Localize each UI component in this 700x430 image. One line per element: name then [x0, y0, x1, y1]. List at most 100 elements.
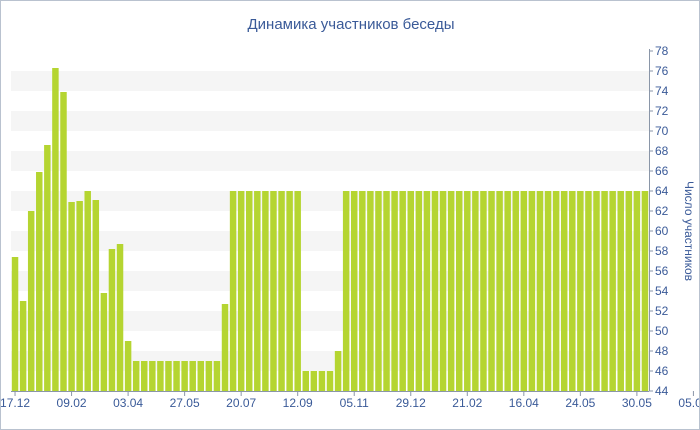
x-tick-label: 29.12 — [396, 396, 426, 410]
bar — [359, 191, 366, 391]
x-tick-label: 05.11 — [340, 396, 369, 410]
y-tick-label: 64 — [655, 184, 669, 198]
bar — [342, 191, 350, 391]
bar — [302, 371, 310, 391]
bar — [617, 191, 624, 391]
x-tick-label: 12.09 — [283, 396, 313, 410]
y-tick-label: 72 — [655, 104, 669, 118]
bar — [108, 249, 116, 391]
bar — [585, 191, 592, 391]
bar — [221, 304, 229, 391]
bar — [455, 191, 463, 391]
bar — [262, 191, 269, 391]
bar — [173, 361, 180, 391]
bar — [536, 191, 544, 391]
y-tick-label: 50 — [655, 324, 669, 338]
bar — [633, 191, 641, 391]
bar — [92, 200, 100, 391]
bar — [601, 191, 608, 391]
bar — [431, 191, 439, 391]
bar — [318, 371, 326, 391]
bar — [76, 201, 83, 391]
x-tick-label: 30.05 — [622, 396, 652, 410]
bar — [488, 191, 495, 391]
y-tick-label: 44 — [655, 384, 669, 398]
grid-band — [11, 151, 649, 171]
bar — [464, 191, 471, 391]
bar — [480, 191, 487, 391]
bar — [157, 361, 164, 391]
bar — [237, 191, 245, 391]
bar — [399, 191, 406, 391]
y-tick-label: 60 — [655, 224, 669, 238]
bar — [439, 191, 447, 391]
bar — [294, 191, 301, 391]
bar — [68, 202, 75, 391]
bar — [326, 371, 334, 391]
bar — [310, 371, 318, 391]
bar — [447, 191, 455, 391]
y-tick-label: 78 — [655, 44, 669, 58]
y-tick-label: 58 — [655, 244, 669, 258]
x-tick-label: 09.02 — [57, 396, 87, 410]
bar — [609, 191, 616, 391]
bar — [149, 361, 156, 391]
bar — [36, 172, 43, 391]
bar — [593, 191, 600, 391]
grid-band — [11, 71, 649, 91]
bar — [44, 145, 51, 391]
bar — [278, 191, 285, 391]
bar — [472, 191, 479, 391]
bar — [383, 191, 390, 391]
bar — [132, 361, 140, 391]
y-tick-labels: 44 46 48 50 52 54 56 58 60 62 64 66 68 70 72 74 76 78 — [649, 44, 669, 398]
bar — [11, 257, 19, 391]
y-tick-label: 62 — [655, 204, 669, 218]
y-tick-label: 66 — [655, 164, 669, 178]
bar — [84, 191, 91, 391]
bar — [246, 191, 253, 391]
bar — [407, 191, 414, 391]
x-tick-label: 05.06 — [678, 396, 699, 410]
bar — [504, 191, 511, 391]
bar — [334, 351, 342, 391]
bar — [197, 361, 205, 391]
bar — [350, 191, 358, 391]
bar — [286, 191, 293, 391]
grid-band — [11, 111, 649, 131]
bar — [52, 68, 59, 391]
bar — [415, 191, 423, 391]
grid-band — [11, 91, 649, 111]
bar — [569, 191, 576, 391]
bar — [141, 361, 148, 391]
bar — [391, 191, 398, 391]
bar — [19, 301, 27, 391]
chart-title: Динамика участников беседы — [248, 16, 455, 33]
bar — [560, 191, 568, 391]
bar — [60, 92, 67, 391]
y-tick-label: 76 — [655, 64, 669, 78]
bar — [100, 293, 108, 391]
grid-band — [11, 171, 649, 191]
bar — [577, 191, 584, 391]
bar — [552, 191, 560, 391]
x-tick-label: 20.07 — [226, 396, 256, 410]
y-tick-label: 46 — [655, 364, 669, 378]
bar — [116, 244, 124, 391]
x-tick-label: 16.04 — [509, 396, 539, 410]
bar — [124, 341, 132, 391]
x-tick-label: 03.04 — [113, 396, 143, 410]
bar — [229, 191, 237, 391]
bars — [11, 68, 649, 391]
y-tick-label: 74 — [655, 84, 669, 98]
bar — [189, 361, 196, 391]
bar — [544, 191, 552, 391]
bar — [528, 191, 536, 391]
bar — [181, 361, 188, 391]
bar — [254, 191, 261, 391]
x-tick-label: 21.02 — [452, 396, 482, 410]
bar — [367, 191, 374, 391]
bar — [423, 191, 431, 391]
bar — [520, 191, 528, 391]
